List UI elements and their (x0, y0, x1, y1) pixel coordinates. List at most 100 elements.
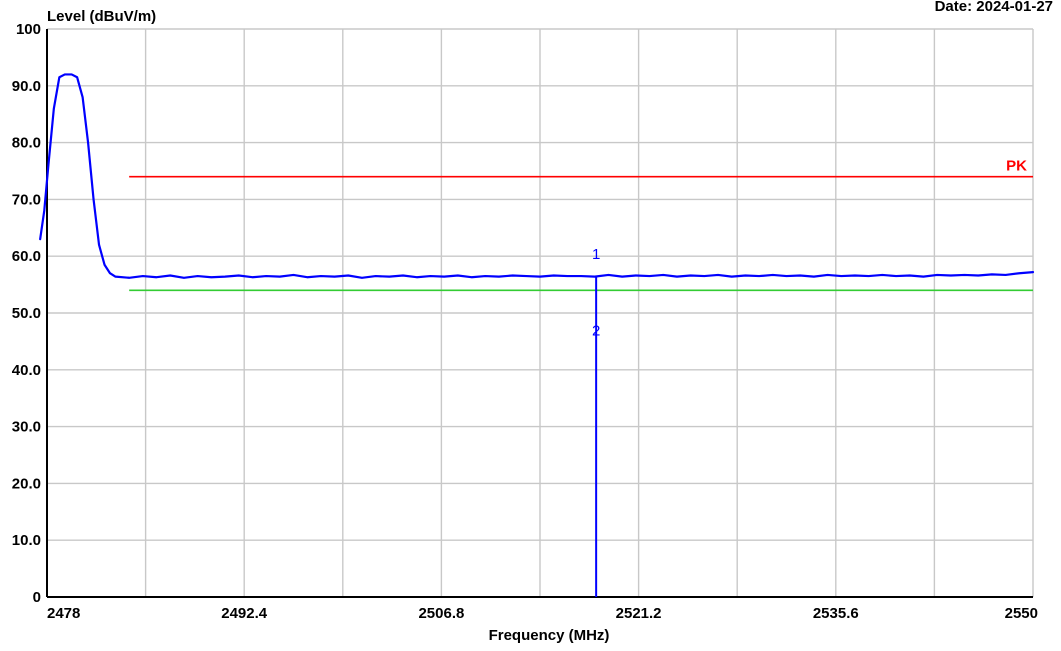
trace-point (525, 275, 528, 277)
trace-point (251, 276, 254, 279)
y-tick-label: 20.0 (12, 475, 41, 492)
x-tick-label: 2478 (47, 605, 80, 622)
marker-label-1: 1 (592, 246, 600, 263)
trace-point (511, 274, 514, 277)
trace-point (854, 274, 856, 277)
trace-point (92, 198, 95, 201)
limit-layer: PK (129, 158, 1033, 292)
trace-point (128, 276, 130, 279)
trace-point (470, 276, 473, 279)
trace-point (237, 274, 240, 277)
y-tick-label: 70.0 (12, 191, 41, 208)
trace-point (813, 275, 815, 278)
trace-point (53, 107, 55, 110)
y-tick-label: 60.0 (12, 248, 41, 265)
y-tick-label: 90.0 (12, 78, 41, 95)
trace-point (922, 275, 925, 278)
date-label: Date: 2024-01-27 (935, 0, 1053, 15)
trace-point (730, 275, 733, 278)
trace-point (361, 276, 363, 279)
trace-point (539, 275, 541, 278)
trace-point (950, 274, 952, 277)
trace-point (347, 274, 350, 277)
trace-point (169, 274, 172, 277)
trace-point (210, 276, 213, 279)
trace-point (457, 274, 459, 277)
series-layer (39, 73, 1035, 279)
trace-point (114, 275, 117, 278)
trace-point (374, 275, 377, 277)
trace-point (39, 238, 41, 240)
x-tick-label: 2550 (1005, 605, 1038, 622)
y-tick-label: 0 (33, 589, 41, 606)
trace-point (867, 275, 870, 277)
x-axis-title: Frequency (MHz) (489, 627, 610, 644)
trace-point (991, 273, 993, 276)
limit-label: PK (1006, 158, 1027, 175)
trace-point (196, 275, 199, 277)
trace-point (895, 275, 897, 277)
trace-point (109, 272, 111, 275)
trace-point (333, 275, 336, 278)
trace-point (936, 274, 938, 276)
trace-point (98, 244, 100, 246)
marker-layer: 12 (592, 246, 600, 597)
trace-point (183, 276, 185, 279)
trace-point (977, 274, 980, 277)
trace-point (47, 164, 50, 167)
trace-point (635, 274, 637, 277)
trace-point (744, 274, 747, 277)
trace-point (1032, 271, 1034, 273)
x-tick-label: 2492.4 (221, 605, 268, 622)
marker-label-2: 2 (592, 323, 600, 340)
trace-point (306, 276, 308, 279)
x-tick-label: 2506.8 (418, 605, 464, 622)
trace-point (840, 275, 843, 277)
x-tick-label: 2521.2 (616, 605, 662, 622)
trace-point (662, 274, 665, 276)
trace-point (142, 275, 144, 277)
trace-point (443, 275, 445, 278)
trace-point (785, 275, 788, 277)
trace-point (566, 275, 569, 277)
trace-point (279, 275, 281, 278)
trace-point (758, 275, 760, 277)
trace-point (772, 274, 774, 276)
trace-point (155, 276, 158, 279)
trace-point (58, 76, 61, 79)
trace-point (963, 274, 966, 276)
trace-point (1018, 272, 1021, 275)
trace-point (580, 275, 582, 277)
x-tick-label: 2535.6 (813, 605, 859, 622)
y-tick-label: 50.0 (12, 305, 41, 322)
trace-point (402, 274, 404, 277)
trace-point (552, 274, 555, 277)
trace-point (676, 275, 678, 278)
y-tick-label: 100 (16, 21, 41, 38)
trace-point (292, 274, 295, 276)
trace-point (717, 274, 719, 276)
trace-point (881, 274, 884, 276)
trace-point (103, 263, 106, 266)
trace-point (484, 275, 487, 277)
trace-point (703, 275, 706, 277)
trace-point (265, 275, 267, 277)
trace-point (43, 209, 46, 212)
trace-point (429, 275, 432, 277)
trace-point (76, 76, 78, 79)
trace-point (224, 275, 226, 278)
trace-point (621, 275, 623, 278)
y-axis-title: Level (dBuV/m) (47, 8, 156, 25)
trace-point (70, 73, 73, 76)
y-tick-label: 80.0 (12, 135, 41, 152)
trace-point (498, 275, 500, 278)
trace-point (87, 141, 89, 144)
axis-layer: 0 10.0 20.0 30.0 40.0 50.0 60.0 70.0 80.0 90.0 100… (12, 21, 1038, 622)
trace-point (64, 73, 66, 76)
trace-point (689, 274, 692, 277)
grid-layer (47, 28, 1034, 597)
trace-point (799, 274, 801, 277)
trace-point (415, 276, 418, 279)
